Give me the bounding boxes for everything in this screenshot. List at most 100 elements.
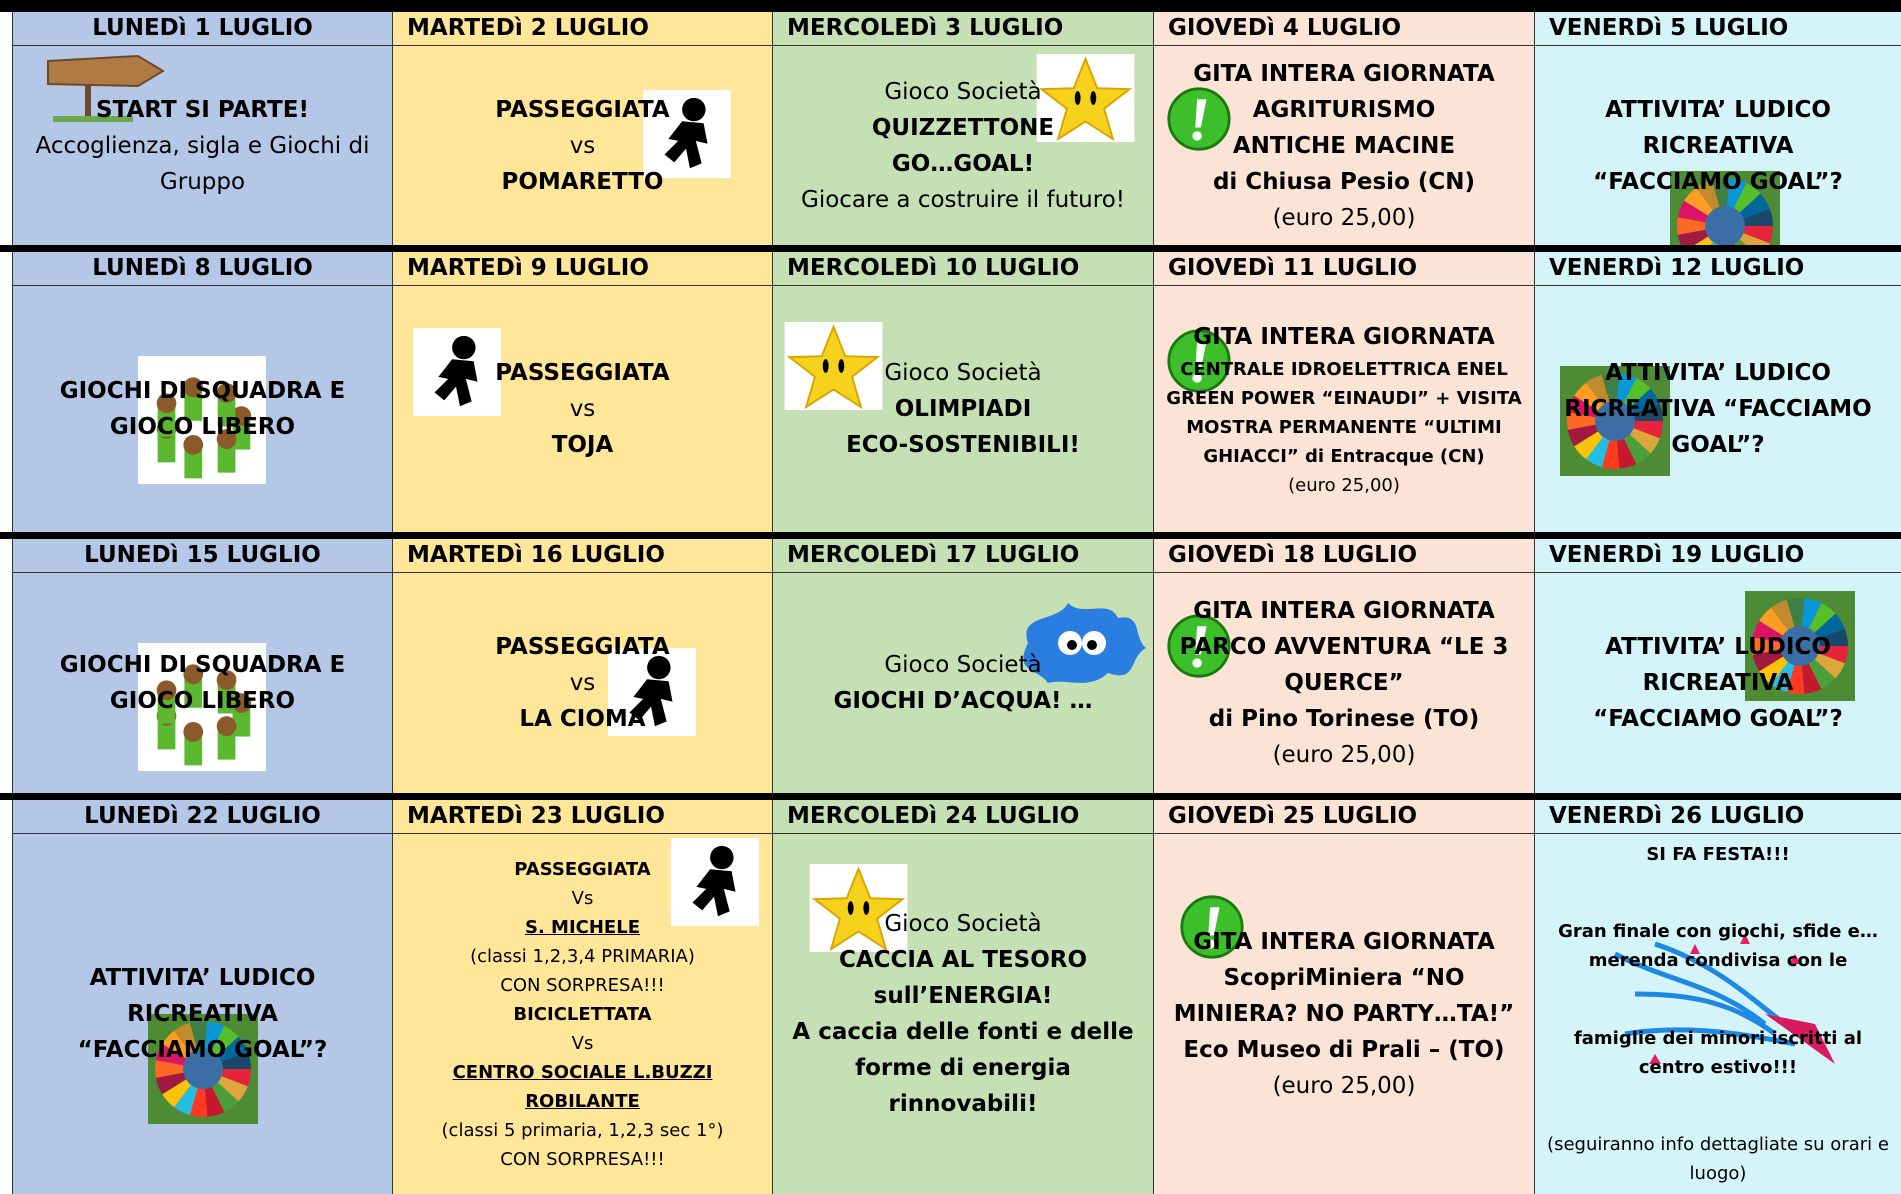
text-line: Gioco Società (884, 911, 1042, 937)
day-cell: VENERDì 5 LUGLIO ATTIVITA’ LUDICO RICREATI… (1534, 12, 1901, 245)
text-line: PASSEGGIATA (514, 858, 651, 880)
day-content: GIOCHI DI SQUADRA E GIOCO LIBERO (13, 286, 392, 532)
day-content: ATTIVITA’ LUDICO RICREATIVA “FACCIAMO GOAL… (13, 834, 392, 1194)
text-line: Eco Museo di Prali – (TO) (1183, 1037, 1505, 1063)
text-line: ECO-SOSTENIBILI! (846, 432, 1080, 458)
day-content: GITA INTERA GIORNATA AGRITURISMO ANTICHE M… (1154, 46, 1534, 245)
icon (1560, 366, 1670, 480)
text-line: (euro 25,00) (1272, 742, 1416, 768)
icon-graphic (1167, 87, 1231, 151)
text-line: GIOCO LIBERO (109, 688, 296, 714)
icon-graphic (1745, 591, 1855, 701)
icon-graphic (643, 90, 731, 178)
top-border (0, 0, 1901, 12)
icon-graphic (1180, 895, 1244, 959)
icon-graphic (413, 328, 501, 416)
text-line: AGRITURISMO (1252, 96, 1436, 123)
icon (608, 648, 696, 740)
text-line: TOJA (551, 432, 614, 458)
text-line: BICICLETTATA (513, 1003, 652, 1025)
day-content: Gioco Società CACCIA AL TESORO sull’ENERG… (773, 834, 1153, 1194)
text-line: “FACCIAMO GOAL”? (1593, 168, 1843, 195)
text-line: RICREATIVA (127, 1001, 278, 1027)
day-header: GIOVEDì 4 LUGLIO (1154, 12, 1534, 46)
text-line: CENTRALE IDROELETTRICA ENEL GREEN POWER … (1166, 358, 1522, 467)
text-line: Gioco Società (884, 360, 1042, 386)
text-line: ANTICHE MACINE (1232, 132, 1456, 159)
text-line: ATTIVITA’ LUDICO RICREATIVA (1605, 634, 1831, 696)
text-line: GIOCHI DI SQUADRA E (59, 652, 346, 678)
text-line: famiglie dei minori iscritti al centro e… (1573, 1027, 1863, 1078)
text-line: GIOCHI D’ACQUA! … (833, 688, 1093, 714)
text-line: PASSEGGIATA (495, 360, 670, 386)
day-content: Gioco Società QUIZZETTONE GO…GOAL! Giocare … (773, 46, 1153, 245)
text-line: (seguiranno info dettagliate su orari e … (1547, 1133, 1889, 1184)
icon-graphic (1023, 603, 1146, 683)
day-header: VENERDì 26 LUGLIO (1535, 800, 1901, 834)
icon (1745, 591, 1855, 705)
day-header: VENERDì 5 LUGLIO (1535, 12, 1901, 46)
icon (1670, 171, 1780, 245)
day-cell: MERCOLEDì 10 LUGLIO Gioco Società OLIMPIAD… (772, 252, 1153, 532)
icon (148, 1014, 258, 1128)
text-line: GIOCO LIBERO (109, 414, 296, 440)
text-line: Gran finale con giochi, sfide e…merenda … (1558, 921, 1878, 972)
text-line: GITA INTERA GIORNATA (1193, 598, 1495, 624)
text-line: RICREATIVA “FACCIAMO GOAL”? (1564, 396, 1872, 458)
text-line: ATTIVITA’ LUDICO (89, 965, 316, 991)
day-cell: MARTEDì 2 LUGLIO PASSEGGIATA vs POMARETTO (392, 12, 772, 245)
day-content: ATTIVITA’ LUDICO RICREATIVA “FACCIAMO GOA… (1535, 573, 1901, 793)
day-cell: LUNEDì 15 LUGLIO GIOCHI DI SQUADRA E GIOCO… (12, 539, 392, 793)
icon (781, 322, 886, 414)
icon-graphic (671, 838, 759, 926)
week-separator (0, 245, 1901, 252)
icon (1166, 613, 1232, 683)
day-cell: VENERDì 12 LUGLIO ATTIVITA’ LUDICO RICREAT… (1534, 252, 1901, 532)
day-content: GITA INTERA GIORNATA PARCO AVVENTURA “LE … (1154, 573, 1534, 793)
text-line: RICREATIVA (1642, 132, 1794, 159)
text-line: GITA INTERA GIORNATA (1193, 323, 1495, 350)
icon (1033, 54, 1138, 146)
icon-graphic (148, 1014, 258, 1124)
day-header: MARTEDì 9 LUGLIO (393, 252, 772, 286)
text-line: vs (569, 670, 596, 696)
icon-graphic (138, 356, 266, 484)
icon-graphic (1036, 54, 1135, 142)
text-line: CACCIA AL TESORO sull’ENERGIA! (838, 947, 1088, 1009)
day-content: GITA INTERA GIORNATA CENTRALE IDROELETTRI… (1154, 286, 1534, 532)
icon-graphic (1670, 171, 1780, 245)
day-cell: MARTEDì 9 LUGLIO PASSEGGIATA vs TOJA (392, 252, 772, 532)
day-cell: MARTEDì 23 LUGLIO PASSEGGIATA Vs S. MICHELE… (392, 800, 772, 1194)
text-line: CON SORPRESA!!! (500, 1148, 665, 1170)
text-line: Gioco Società (884, 652, 1042, 678)
day-content: GIOCHI DI SQUADRA E GIOCO LIBERO (13, 573, 392, 793)
text-line: A caccia delle fonti e delle forme di en… (792, 1019, 1134, 1117)
day-cell: LUNEDì 8 LUGLIO GIOCHI DI SQUADRA E GIOCO … (12, 252, 392, 532)
text-line: di Chiusa Pesio (CN) (1212, 168, 1476, 195)
day-header: MARTEDì 23 LUGLIO (393, 800, 772, 834)
text-line: POMARETTO (501, 168, 664, 195)
text-line: ScopriMiniera “NO MINIERA? NO PARTY…TA!” (1173, 965, 1515, 1027)
day-header: MERCOLEDì 3 LUGLIO (773, 12, 1153, 46)
day-cell: VENERDì 26 LUGLIO SI FA FESTA!!! Gran fina… (1534, 800, 1901, 1194)
icon-graphic (1167, 614, 1231, 678)
icon-graphic (784, 322, 883, 410)
text-line: vs (569, 132, 596, 159)
icon-graphic (1613, 934, 1835, 1064)
text-line: Giocare a costruire il futuro! (801, 186, 1125, 213)
icon (1595, 924, 1855, 1078)
day-content: START SI PARTE! Accoglienza, sigla e Gioc… (13, 46, 392, 245)
day-cell: MERCOLEDì 24 LUGLIO Gioco Società CACCIA A… (772, 800, 1153, 1194)
text-line: ATTIVITA’ LUDICO (1605, 360, 1831, 386)
day-content: Gioco Società OLIMPIADI ECO-SOSTENIBILI! (773, 286, 1153, 532)
icon (1008, 593, 1148, 697)
text-line: START SI PARTE! (96, 96, 309, 123)
day-content: Gioco Società GIOCHI D’ACQUA! … (773, 573, 1153, 793)
icon (671, 838, 759, 930)
day-content: PASSEGGIATA Vs S. MICHELE (classi 1,2,3,4 P… (393, 834, 772, 1194)
day-cell: MERCOLEDì 3 LUGLIO Gioco Società QUIZZETTO… (772, 12, 1153, 245)
text-line: (classi 5 primaria, 1,2,3 sec 1°) (441, 1119, 724, 1141)
text-line: QUIZZETTONE (871, 114, 1055, 141)
day-header: MARTEDì 16 LUGLIO (393, 539, 772, 573)
